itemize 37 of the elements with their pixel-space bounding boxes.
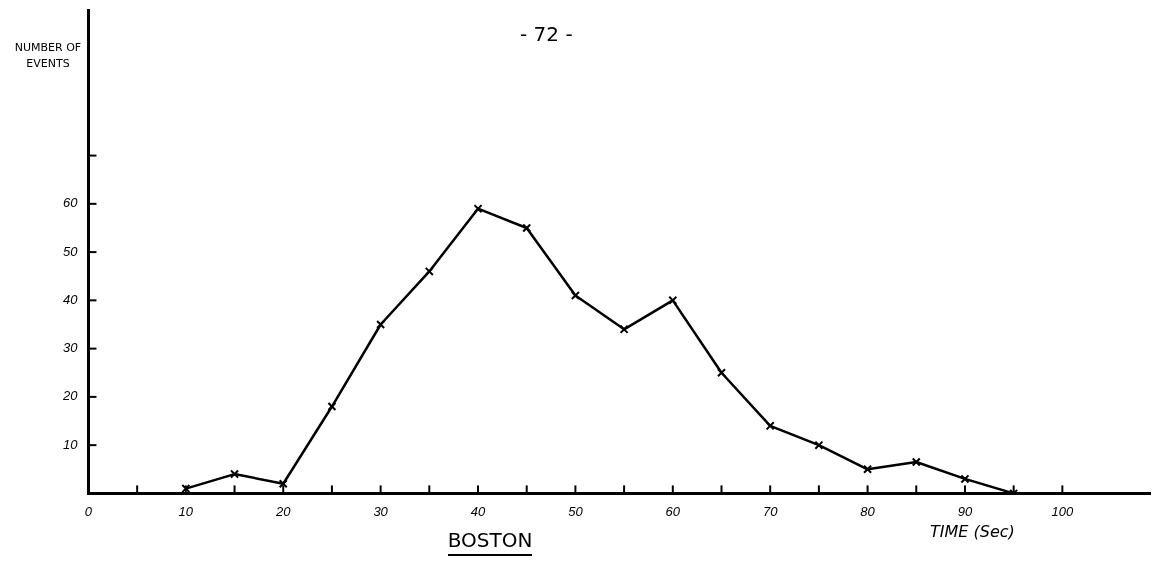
x-tick-label: 40	[470, 503, 487, 519]
point	[473, 204, 483, 214]
y-tick-label: 10	[62, 436, 79, 452]
point	[668, 295, 678, 305]
point	[765, 421, 775, 431]
point	[570, 291, 580, 301]
x-tick-label: 20	[275, 503, 292, 519]
point	[230, 469, 240, 479]
point	[522, 223, 532, 233]
x-tick-label: 70	[762, 503, 779, 519]
x-tick-label: 10	[178, 503, 194, 519]
x-axis-title: TIME (Sec)	[930, 522, 1015, 541]
y-tick-label: 20	[61, 388, 79, 404]
y-tick-label: 60	[62, 195, 79, 211]
annotation: - 72 -	[520, 22, 573, 46]
y-tick-label: 40	[62, 291, 79, 307]
point	[960, 474, 970, 484]
x-tick-label: 60	[665, 503, 681, 519]
point	[911, 457, 921, 467]
point	[278, 479, 288, 489]
point	[376, 319, 386, 330]
point	[863, 464, 873, 474]
point	[424, 266, 434, 276]
text: BOSTON	[447, 528, 533, 556]
x-tick-label: 0	[84, 503, 93, 519]
x-tick-label: 100	[1051, 503, 1074, 519]
y-axis-title: NUMBER OF EVENTS	[13, 40, 83, 72]
point	[327, 402, 337, 412]
x-tick-label: 80	[860, 503, 876, 519]
point	[619, 324, 629, 334]
x-tick-label: 30	[373, 503, 389, 519]
point	[716, 368, 727, 378]
y-tick-label: 30	[62, 340, 79, 356]
point	[814, 440, 824, 450]
y-tick-label: 50	[62, 243, 79, 259]
x-tick-label: 90	[957, 503, 973, 519]
x-tick-label: 50	[568, 503, 584, 519]
